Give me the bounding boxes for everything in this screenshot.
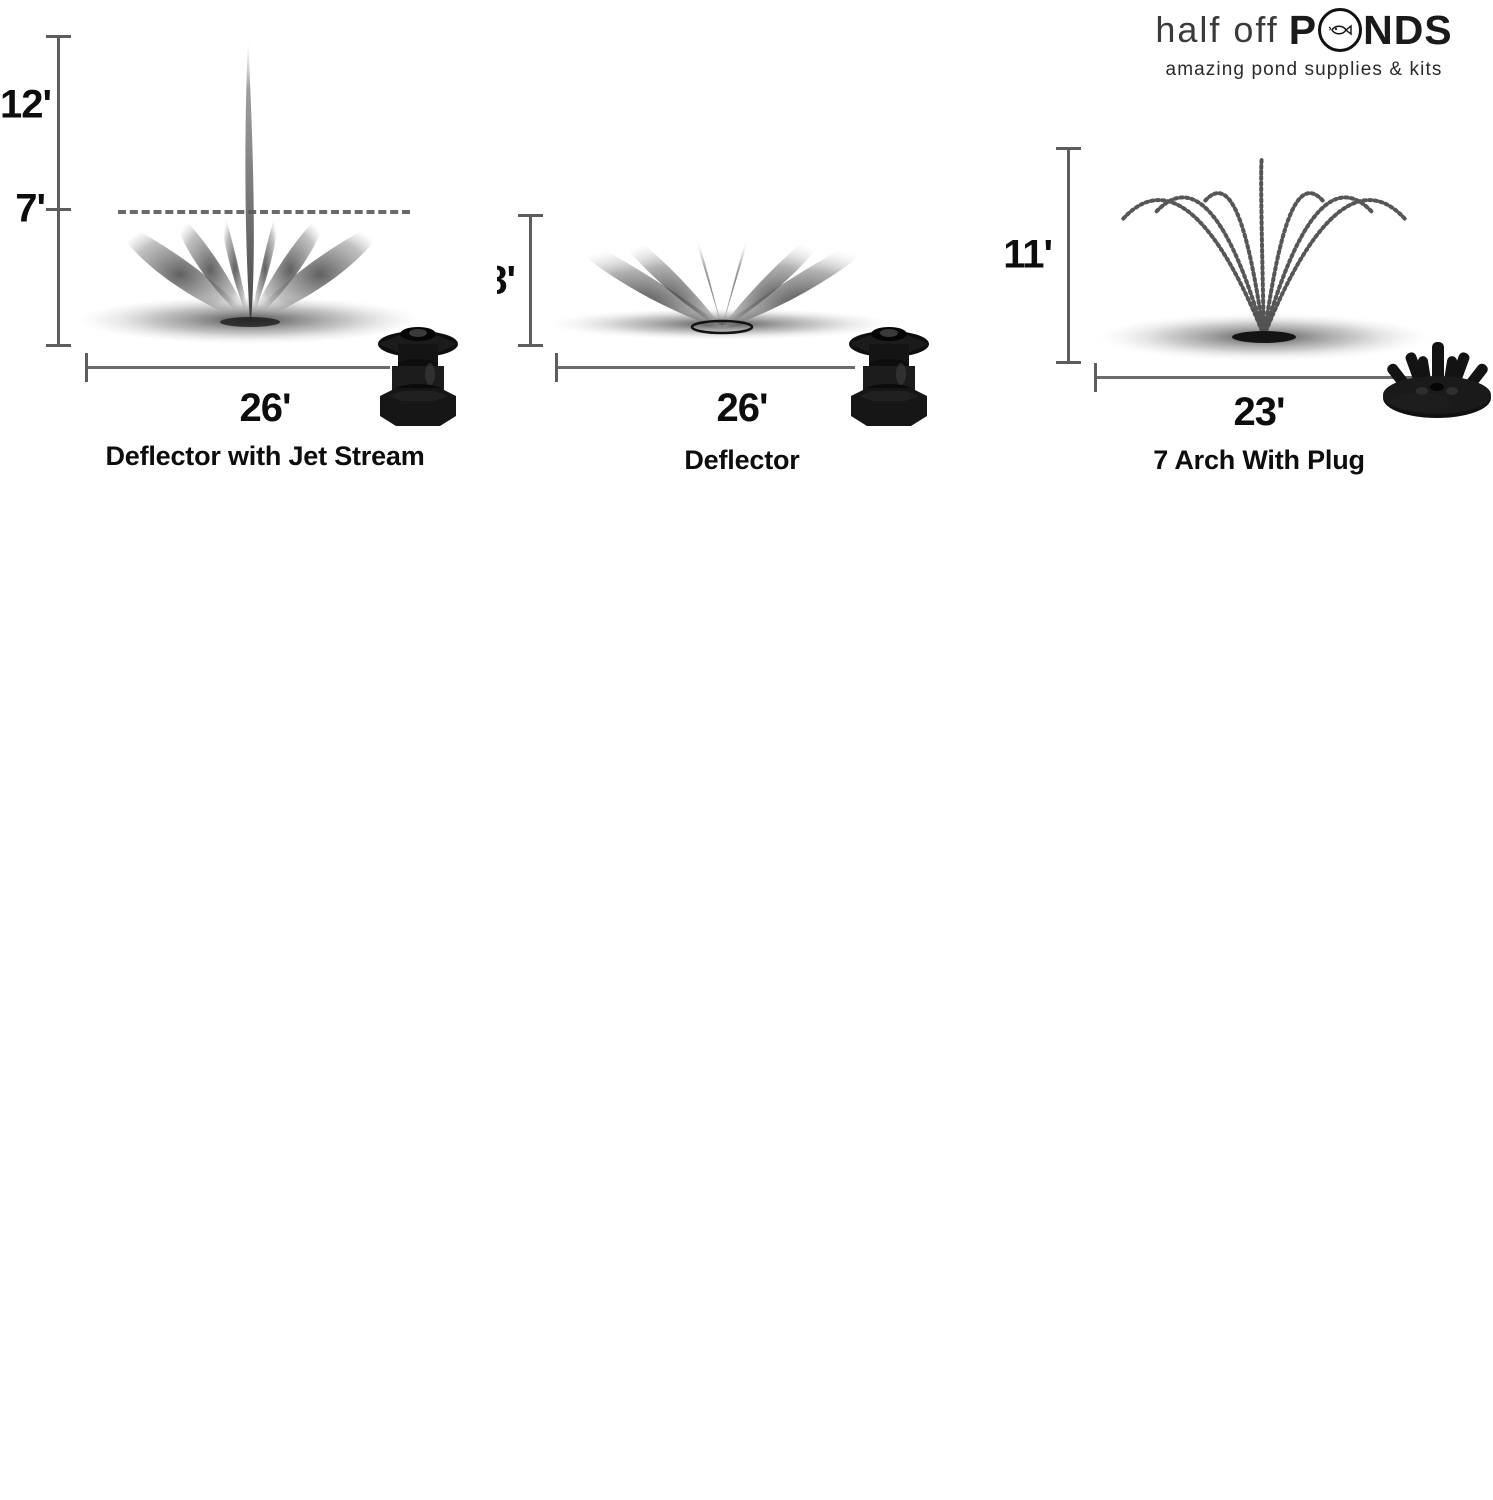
spray-pattern-arch-7-plug [1084, 140, 1444, 370]
spray-pattern-jet-with-deflector [70, 20, 430, 350]
width-label: 26' [239, 386, 291, 430]
pattern-panel-geyser: 17' [497, 500, 994, 1000]
pattern-panel-7-arch-without-plug: 10' [994, 1000, 1493, 1500]
jet-height-marker-line [118, 210, 410, 214]
brand-word-bold-pre: P [1288, 6, 1318, 53]
width-label: 26' [716, 386, 768, 430]
deflector-nozzle-icon [829, 308, 949, 433]
brand-word-bold: P NDS [1289, 8, 1453, 52]
width-label: 23' [1233, 390, 1285, 434]
deflector-nozzle-icon [358, 308, 478, 433]
pattern-name: Deflector with Jet Stream [105, 441, 425, 471]
pattern-panel-9-arch-without-plug: 10' [994, 500, 1493, 1000]
height-label: 11' [1003, 232, 1053, 277]
pattern-panel-tulip: 12' [0, 1000, 497, 1500]
height-label-secondary: 7' [15, 186, 46, 231]
brand-word-bold-post: NDS [1363, 6, 1453, 53]
height-label: 8' [497, 258, 516, 303]
brand-word-thin: half off [1155, 9, 1279, 50]
brand-wordmark: half off P NDS [1129, 8, 1479, 52]
pattern-panel-deflector-jet-stream: 12' 7' [0, 0, 497, 500]
height-label-primary: 12' [0, 82, 52, 127]
fish-icon [1318, 8, 1363, 52]
pattern-name: 7 Arch With Plug [1153, 445, 1365, 475]
brand-tagline: amazing pond supplies & kits [1165, 59, 1443, 80]
pattern-panel-9-arch-with-plug: 11' [0, 500, 497, 1000]
arch-nozzle-icon [1380, 340, 1493, 422]
pattern-panel-deflector: 8' [497, 0, 994, 500]
brand-logo: half off P NDS amazing pond supplies & k… [1129, 8, 1479, 81]
pattern-panel-live-oak: 17' [497, 1000, 994, 1500]
pattern-panel-7-arch-with-plug: 11' [994, 0, 1493, 500]
spray-pattern-deflector-trumpet [537, 200, 907, 350]
pattern-name: Deflector [684, 445, 800, 475]
